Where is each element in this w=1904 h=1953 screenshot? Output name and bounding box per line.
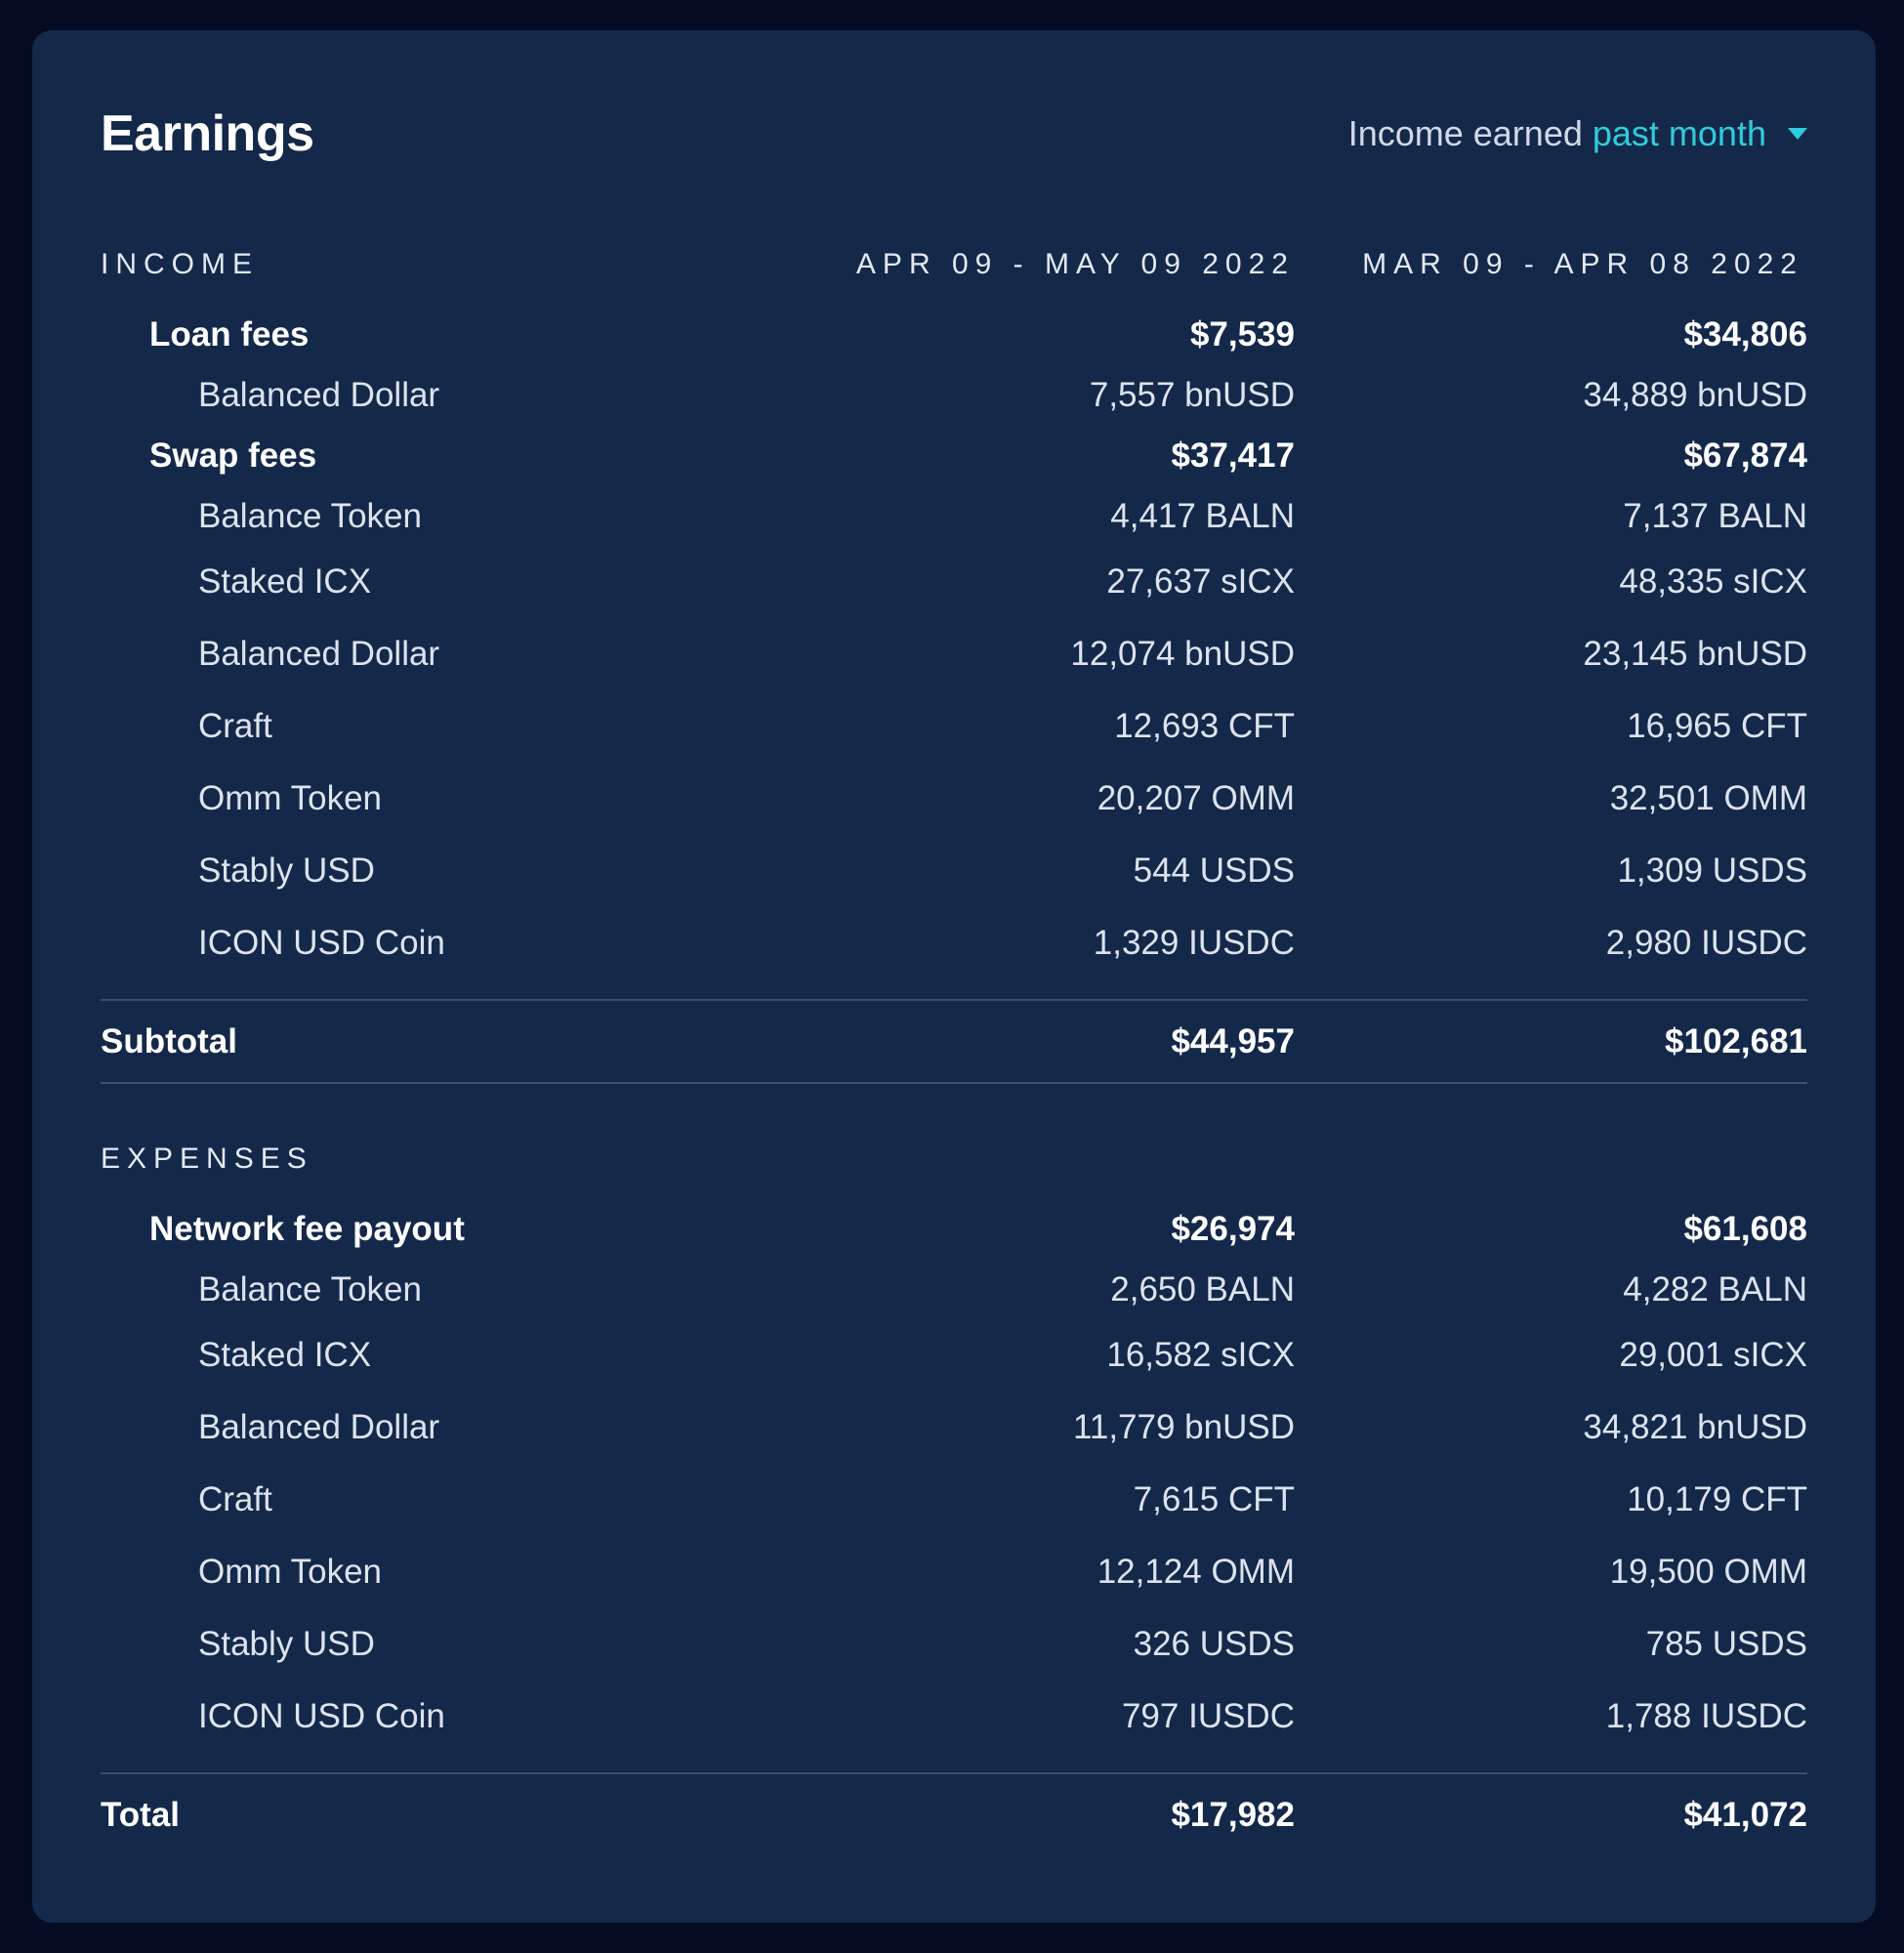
list-item: Balance Token 2,650 BALN 4,282 BALN [101,1261,1807,1319]
item-value-period1: 7,557 bnUSD [1089,376,1295,414]
item-label: Balance Token [198,1270,422,1309]
item-value-period2: 23,145 bnUSD [1583,635,1807,673]
list-item: Stably USD 544 USDS 1,309 USDS [101,835,1807,907]
list-item: Omm Token 20,207 OMM 32,501 OMM [101,763,1807,835]
item-value-period2: 10,179 CFT [1627,1480,1807,1518]
list-item: Balanced Dollar 11,779 bnUSD 34,821 bnUS… [101,1392,1807,1464]
period1-header: APR 09 - MAY 09 2022 [855,248,1295,280]
group-label: Swap fees [149,436,317,475]
list-item: ICON USD Coin 1,329 IUSDC 2,980 IUSDC [101,907,1807,979]
item-label: Balanced Dollar [198,635,440,673]
group-value-period2: $67,874 [1683,436,1807,475]
item-value-period2: 29,001 sICX [1619,1336,1807,1374]
item-label: Balanced Dollar [198,376,440,414]
item-label: Craft [198,1480,272,1518]
list-item: Balanced Dollar 7,557 bnUSD 34,889 bnUSD [101,366,1807,425]
item-label: Omm Token [198,1553,383,1591]
list-item: ICON USD Coin 797 IUSDC 1,788 IUSDC [101,1681,1807,1753]
filter-value[interactable]: past month [1592,113,1766,153]
list-item: Stably USD 326 USDS 785 USDS [101,1608,1807,1681]
income-heading: INCOME [101,248,259,280]
item-value-period1: 544 USDS [1133,852,1295,890]
list-item: Omm Token 12,124 OMM 19,500 OMM [101,1536,1807,1608]
total-value-period2: $41,072 [1683,1795,1807,1834]
total-value-period1: $17,982 [1171,1795,1295,1834]
item-value-period2: 7,137 BALN [1623,497,1807,535]
item-value-period1: 1,329 IUSDC [1093,924,1295,962]
item-value-period2: 48,335 sICX [1619,562,1807,601]
item-label: Craft [198,707,272,745]
item-label: Stably USD [198,1625,375,1663]
item-value-period2: 4,282 BALN [1623,1270,1807,1309]
list-item: Craft 7,615 CFT 10,179 CFT [101,1464,1807,1536]
item-label: Balance Token [198,497,422,535]
item-value-period1: 12,693 CFT [1114,707,1295,745]
item-value-period1: 20,207 OMM [1097,779,1295,817]
group-label: Loan fees [149,315,310,353]
item-value-period2: 1,788 IUSDC [1605,1697,1807,1735]
item-label: Balanced Dollar [198,1408,440,1446]
item-value-period2: 32,501 OMM [1609,779,1807,817]
item-value-period1: 11,779 bnUSD [1072,1408,1295,1446]
income-section-header: INCOME APR 09 - MAY 09 2022 MAR 09 - APR… [101,240,1807,289]
group-label: Network fee payout [149,1210,465,1248]
item-value-period2: 785 USDS [1645,1625,1807,1663]
earnings-card: Earnings Income earned past month INCOME… [32,30,1876,1923]
total-label: Total [101,1795,181,1834]
item-value-period1: 4,417 BALN [1110,497,1295,535]
total-row: Total $17,982 $41,072 [101,1772,1807,1855]
item-value-period2: 16,965 CFT [1627,707,1807,745]
item-value-period1: 2,650 BALN [1110,1270,1295,1309]
earnings-header: Earnings Income earned past month [101,30,1807,240]
swap-fees-row: Swap fees $37,417 $67,874 [101,425,1807,487]
list-item: Staked ICX 27,637 sICX 48,335 sICX [101,546,1807,618]
network-fee-payout-row: Network fee payout $26,974 $61,608 [101,1198,1807,1261]
caret-down-icon[interactable] [1788,128,1807,140]
group-value-period1: $7,539 [1189,315,1295,353]
group-value-period2: $34,806 [1683,315,1807,353]
item-label: Staked ICX [198,562,372,601]
expenses-heading: EXPENSES [101,1143,313,1175]
list-item: Balance Token 4,417 BALN 7,137 BALN [101,487,1807,546]
item-value-period1: 16,582 sICX [1106,1336,1295,1374]
item-value-period1: 27,637 sICX [1106,562,1295,601]
expenses-section-header: EXPENSES [101,1135,1807,1184]
item-value-period1: 326 USDS [1133,1625,1295,1663]
item-value-period2: 2,980 IUSDC [1605,924,1807,962]
item-value-period2: 34,821 bnUSD [1583,1408,1807,1446]
item-value-period1: 7,615 CFT [1133,1480,1295,1518]
item-value-period1: 12,074 bnUSD [1070,635,1295,673]
list-item: Balanced Dollar 12,074 bnUSD 23,145 bnUS… [101,618,1807,690]
filter-prefix: Income earned [1347,113,1583,153]
subtotal-row: Subtotal $44,957 $102,681 [101,999,1807,1084]
item-value-period2: 1,309 USDS [1617,852,1807,890]
group-value-period1: $37,417 [1171,436,1295,475]
group-value-period1: $26,974 [1171,1210,1295,1248]
item-value-period2: 19,500 OMM [1609,1553,1807,1591]
list-item: Staked ICX 16,582 sICX 29,001 sICX [101,1319,1807,1392]
page-title: Earnings [101,105,314,162]
loan-fees-row: Loan fees $7,539 $34,806 [101,304,1807,366]
subtotal-value-period2: $102,681 [1665,1021,1807,1060]
item-value-period1: 12,124 OMM [1097,1553,1295,1591]
period-filter-dropdown[interactable]: Income earned past month [1348,113,1807,154]
item-label: Stably USD [198,852,375,890]
list-item: Craft 12,693 CFT 16,965 CFT [101,690,1807,763]
period2-header: MAR 09 - APR 08 2022 [1362,248,1803,280]
item-value-period1: 797 IUSDC [1121,1697,1295,1735]
item-value-period2: 34,889 bnUSD [1583,376,1807,414]
item-label: ICON USD Coin [198,924,445,962]
subtotal-value-period1: $44,957 [1171,1021,1295,1060]
item-label: Omm Token [198,779,383,817]
subtotal-label: Subtotal [101,1021,237,1060]
item-label: Staked ICX [198,1336,372,1374]
item-label: ICON USD Coin [198,1697,445,1735]
group-value-period2: $61,608 [1683,1210,1807,1248]
